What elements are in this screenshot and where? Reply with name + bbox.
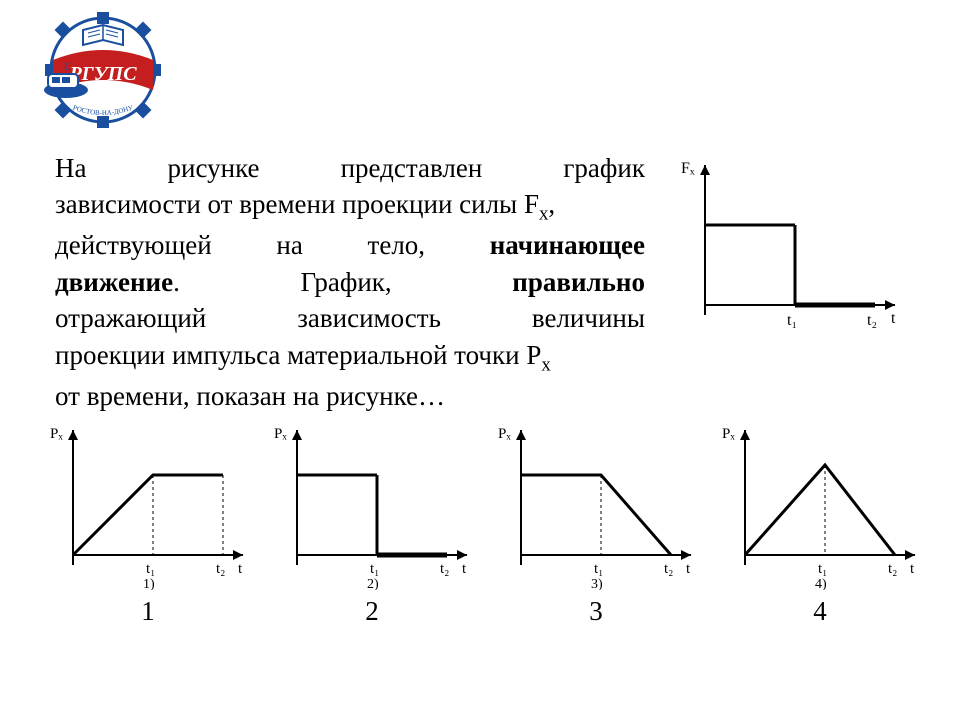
svg-text:t: t	[891, 310, 896, 327]
svg-text:t: t	[686, 561, 691, 577]
svg-text:t₁: t₁	[146, 561, 155, 577]
q-w: проекции импульса материальной точки Р	[55, 340, 541, 370]
q-w: начинающее	[490, 227, 645, 263]
svg-text:4): 4)	[815, 577, 827, 590]
q-sub: x	[539, 204, 548, 225]
svg-text:1): 1)	[143, 577, 155, 590]
svg-text:t₂: t₂	[888, 561, 897, 577]
svg-text:t₂: t₂	[216, 561, 225, 577]
question-text: На рисунке представлен график зависимост…	[55, 150, 645, 414]
svg-text:t₂: t₂	[664, 561, 673, 577]
q-sub: x	[541, 354, 550, 375]
answer-option-4: Pₓ t t₁ t₂ 4) 4	[720, 420, 920, 627]
q-w: .	[173, 267, 180, 297]
svg-text:Pₓ: Pₓ	[722, 426, 735, 442]
answer-option-1: Pₓ t t₁ t₂ 1) 1	[48, 420, 248, 627]
svg-text:t: t	[910, 561, 915, 577]
logo-svg: РГУПС U РОСТОВ-НА-ДОНУ	[28, 10, 178, 130]
q-w: отражающий	[55, 300, 206, 336]
answer-number-2: 2	[365, 596, 379, 627]
q-w: ,	[548, 189, 555, 219]
q-w: величины	[532, 300, 645, 336]
svg-text:t₂: t₂	[440, 561, 449, 577]
q-w: представлен	[341, 150, 483, 186]
svg-text:t: t	[238, 561, 243, 577]
svg-text:t: t	[462, 561, 467, 577]
q-w: График,	[300, 264, 391, 300]
svg-text:Pₓ: Pₓ	[274, 426, 287, 442]
svg-text:t₁: t₁	[787, 312, 797, 329]
svg-text:3): 3)	[591, 577, 603, 590]
answer-number-3: 3	[589, 596, 603, 627]
svg-text:t₁: t₁	[594, 561, 603, 577]
q-w: рисунке	[168, 150, 260, 186]
q-w: тело,	[368, 227, 426, 263]
svg-text:t₂: t₂	[867, 312, 877, 329]
answer-number-4: 4	[813, 596, 827, 627]
q-w: зависимость	[297, 300, 441, 336]
svg-text:Pₓ: Pₓ	[498, 426, 511, 442]
svg-text:t₁: t₁	[818, 561, 827, 577]
q-w: движение	[55, 267, 173, 297]
q-w: на	[276, 227, 302, 263]
answer-option-2: Pₓ t t₁ t₂ 2) 2	[272, 420, 472, 627]
svg-text:U: U	[64, 62, 71, 72]
svg-text:t₁: t₁	[370, 561, 379, 577]
force-graph: Fₓ t t₁ t₂	[675, 155, 905, 340]
svg-text:Pₓ: Pₓ	[50, 426, 63, 442]
q-w: действующей	[55, 227, 212, 263]
q-w: зависимости от времени проекции силы F	[55, 189, 539, 219]
answer-options: Pₓ t t₁ t₂ 1) 1 Pₓ t t₁ t₂ 2) 2	[48, 420, 920, 627]
answer-number-1: 1	[141, 596, 155, 627]
q-w: график	[563, 150, 645, 186]
svg-text:Fₓ: Fₓ	[681, 160, 695, 177]
university-logo: РГУПС U РОСТОВ-НА-ДОНУ	[28, 10, 178, 135]
q-w: от времени, показан на рисунке…	[55, 378, 645, 414]
answer-option-3: Pₓ t t₁ t₂ 3) 3	[496, 420, 696, 627]
svg-text:2): 2)	[367, 577, 379, 590]
q-w: На	[55, 150, 86, 186]
q-w: правильно	[512, 264, 645, 300]
